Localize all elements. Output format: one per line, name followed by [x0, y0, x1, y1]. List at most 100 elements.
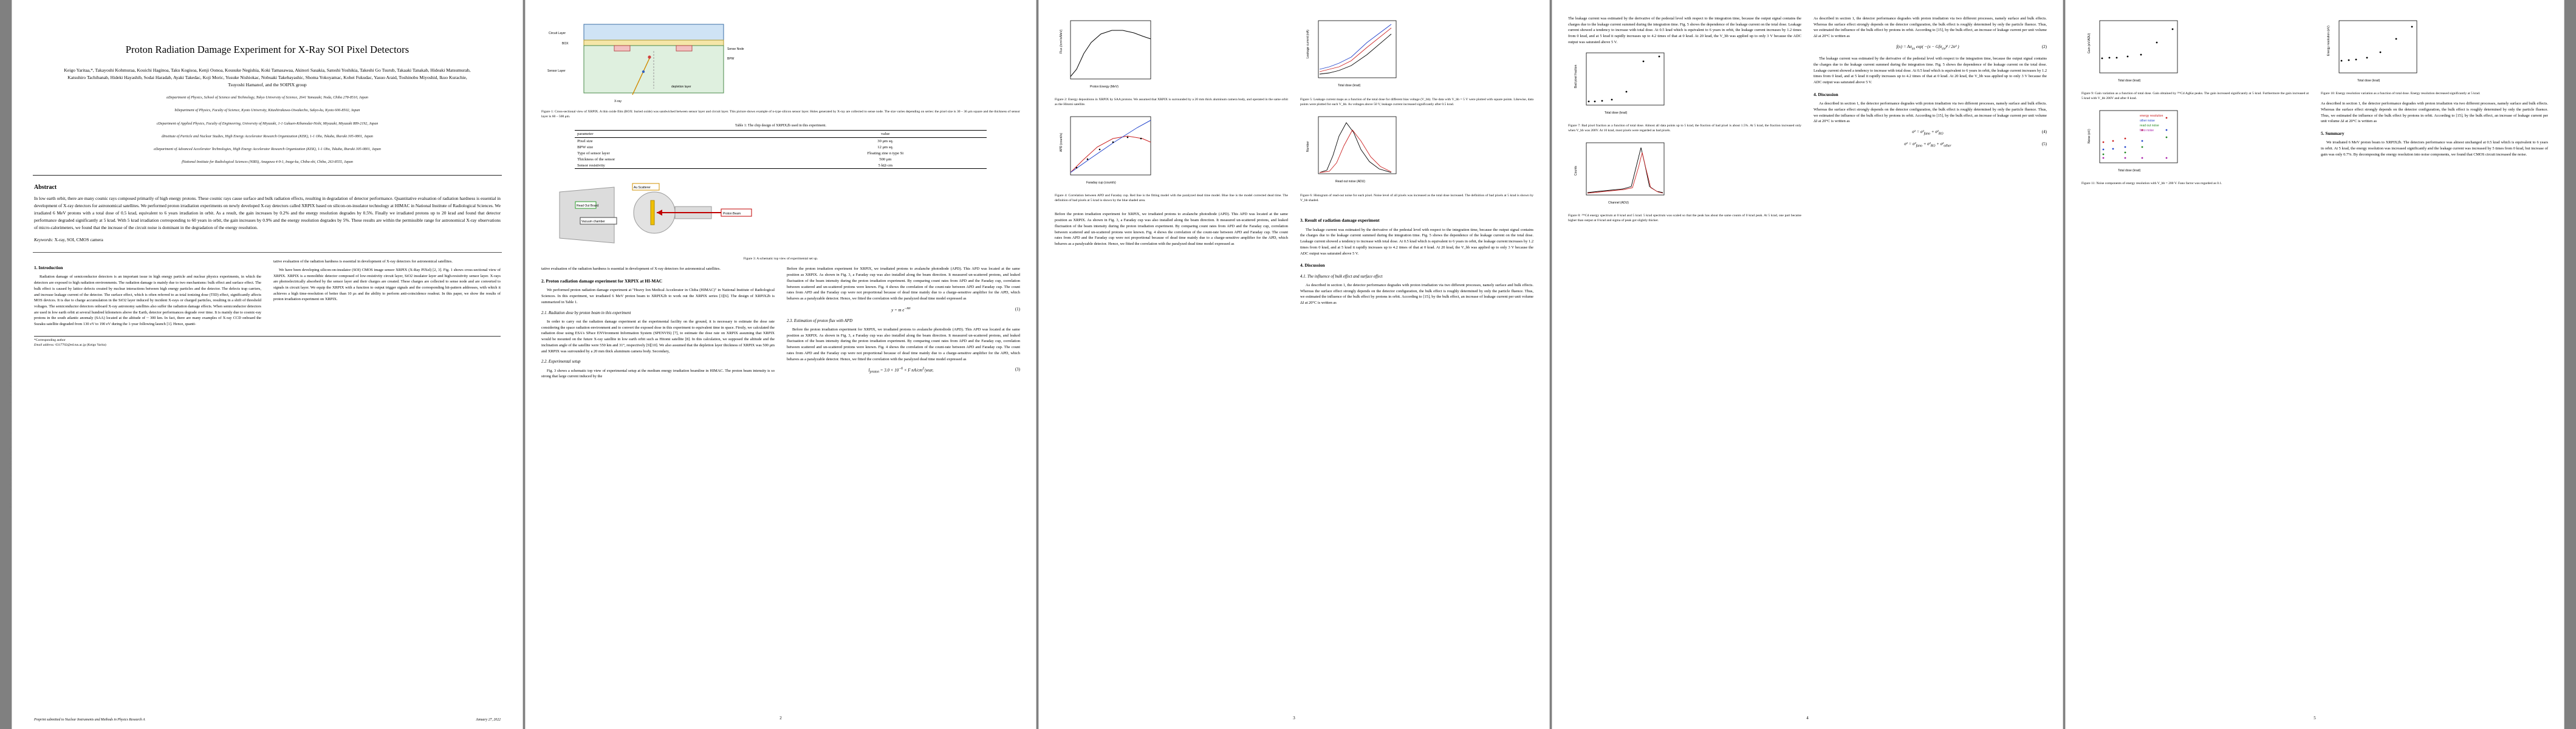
figure-4-caption: Figure 4: Correlation between APD and Fa…	[1055, 194, 1288, 203]
figure-1-label-circuit: Circuit Layer	[549, 32, 566, 35]
page-1: Proton Radiation Damage Experiment for X…	[12, 0, 522, 729]
column-left-text: Before the proton irradiation experiment…	[1055, 211, 1288, 308]
abstract-divider	[33, 175, 502, 176]
email-value: 6317702@ed.tus.ac.jp (Keigo Yarita)	[55, 343, 106, 347]
section-5-heading: 5. Summary	[2321, 131, 2345, 137]
figure-3: Read Out Board Vacuum chamber Au Scatter…	[541, 175, 1020, 255]
table-1-caption: Table 1: The chip design of XRPIX2b used…	[735, 124, 826, 128]
email-note: Email address: 6317702@ed.tus.ac.jp (Kei…	[34, 343, 501, 348]
page3-text-columns: Before the proton irradiation experiment…	[1055, 211, 1533, 308]
figure-1-caption: Figure 1: Cross-sectional view of XRPIX.…	[541, 110, 1020, 119]
table-1-col-parameter: parameter	[575, 130, 784, 139]
figure-11-legend-2: read out noise	[2140, 124, 2159, 128]
figure-3-diagram: Read Out Board Vacuum chamber Au Scatter…	[559, 183, 752, 244]
page-4: The leakage current was estimated by the…	[1552, 0, 2063, 729]
table-cell-value: 500 μm	[879, 157, 892, 162]
author-list: Keigo Yaritaa,*, Takayoshi Kohmuraa, Kou…	[64, 67, 471, 87]
table-row: Sensor resistivity 5 kΩ·cm	[575, 162, 987, 169]
figure-10-ylabel: Energy resolution (eV)	[2327, 26, 2331, 56]
column-left: tative evaluation of the radiation hardn…	[541, 266, 775, 382]
section-2-2-paragraph: Fig. 3 shows a schematic top view of exp…	[541, 368, 775, 379]
figure-3-caption: Figure 3: A schematic top view of experi…	[743, 257, 818, 261]
abstract-end-divider	[33, 252, 502, 253]
section-5-paragraph: We irradiated 6 MeV proton beam to XRPIX…	[2321, 140, 2548, 157]
figure-6-ylabel: Number	[1306, 141, 1310, 152]
figure-3-label-beam: Proton Beam	[723, 212, 741, 216]
keywords-line: Keywords: X-ray, SOI, CMOS camera	[34, 237, 501, 242]
column-right: Before the proton irradiation experiment…	[787, 266, 1020, 382]
page-title: Proton Radiation Damage Experiment for X…	[125, 44, 409, 55]
page-number-3: 3	[1293, 716, 1295, 720]
table-cell-value: 12 μm sq.	[877, 145, 894, 149]
figure-2-xlabel: Proton Energy (MeV)	[1090, 85, 1118, 89]
keywords-label: Keywords:	[34, 237, 53, 243]
figure-10-plot: Total dose (krad) Energy resolution (eV)	[2327, 20, 2417, 83]
figure-3-label-readout: Read Out Board	[577, 204, 598, 208]
figure-11-caption: Figure 11: Noise components of energy re…	[2081, 182, 2222, 186]
section-2-3-heading: 2.3. Estimation of proton flux with APD	[787, 318, 852, 323]
affiliation-1: aDepartment of Physics, School of Scienc…	[166, 96, 368, 100]
preprint-left: Preprint submitted to Nuclear Instrument…	[34, 718, 145, 722]
figure-3-label-scatterer: Au Scatterer	[634, 186, 651, 190]
figure-10-caption: Figure 10: Energy resolution variation a…	[2321, 92, 2481, 95]
figure-9-ylabel: Gain (eV/ADU)	[2088, 33, 2091, 53]
section-1-paragraph-2: tative evaluation of the radiation hardn…	[273, 259, 453, 264]
figure-2-plot: Proton Energy (MeV) Flux (/cm²/s/MeV)	[1060, 20, 1151, 89]
page3-columns: Proton Energy (MeV) Flux (/cm²/s/MeV) Fi…	[1055, 16, 1533, 208]
figure-1-diagram: Circuit Layer BOX Sensor Layer Sense Nod…	[547, 24, 744, 103]
figure-8-plot: Channel (ADU) Counts	[1574, 142, 1665, 205]
equation-2b: f(x) = Aσex exp( −(x − Gfσex)² / 2σ² ) (…	[1896, 44, 2047, 51]
page4-paragraph-3: The leakage current was estimated by the…	[1814, 56, 2047, 85]
section-3-paragraph: The leakage current was estimated by the…	[1300, 227, 1534, 256]
table-row: Pixel size 30 μm sq.	[575, 138, 987, 145]
figure-5-plot: Total dose (krad) Leakage current (nA)	[1306, 20, 1397, 87]
figure-8-xlabel: Channel (ADU)	[1608, 201, 1629, 205]
page3-paragraph-1: Before the proton irradiation experiment…	[1055, 212, 1288, 247]
equation-2: Iproton = 3.0 × 10−6 × F nA/cm2/year, (3…	[868, 367, 1020, 375]
section-2-1-paragraph: In order to carry out the radiation dama…	[541, 319, 775, 354]
section-1-paragraph-3: We have been developing silicon-on-insul…	[273, 267, 501, 302]
email-label: Email address:	[34, 343, 55, 347]
figure-4-ylabel: APD (count/s)	[1060, 133, 1063, 152]
table-row: BPW size 12 μm sq.	[575, 144, 987, 150]
section-2-paragraph: We performed proton radiation damage exp…	[541, 288, 775, 304]
figure-1-label-box: BOX	[562, 42, 569, 46]
keywords-value: X-ray, SOI, CMOS camera	[54, 237, 103, 243]
affiliation-2: bDepartment of Physics, Faculty of Scien…	[174, 109, 360, 113]
page4-paragraph-1: The leakage current was estimated by the…	[1568, 16, 1801, 44]
preprint-right: January 27, 2022	[476, 718, 501, 722]
figure-9-xlabel: Total dose (krad)	[2118, 79, 2141, 83]
figure-1-label-bpw: BPW	[727, 57, 735, 61]
figure-5-xlabel: Total dose (krad)	[1338, 84, 1361, 87]
figure-2-ylabel: Flux (/cm²/s/MeV)	[1060, 29, 1063, 53]
section-4-heading: 4. Discussion	[1300, 262, 1325, 269]
figure-6-xlabel: Read out noise (ADU)	[1335, 180, 1365, 183]
figure-7-plot: Total dose (krad) Bad pixel fraction	[1574, 52, 1665, 115]
page2-lead: tative evaluation of the radiation hardn…	[541, 267, 721, 272]
section-4-discussion: 4. Discussion	[1814, 91, 1838, 97]
figure-7-ylabel: Bad pixel fraction	[1574, 64, 1578, 88]
table-cell-param: BPW size	[577, 145, 594, 149]
page1-columns: 1. Introduction Radiation damage of semi…	[34, 259, 501, 330]
affiliation-5: eDepartment of Advanced Accelerator Tech…	[154, 147, 381, 151]
page-number-2: 2	[779, 716, 782, 720]
figure-11-legend-1: other noise	[2140, 119, 2155, 123]
column-left: The leakage current was estimated by the…	[1568, 16, 1801, 228]
figure-11-plot: energy resolution other noise read out n…	[2088, 110, 2178, 173]
column-right: As described in section 1, the detector …	[1814, 16, 2047, 228]
figure-1-label-sensor: Sensor Layer	[547, 69, 566, 73]
column-right: tative evaluation of the radiation hardn…	[273, 259, 501, 330]
column-right-text: 3. Result of radiation damage experiment…	[1300, 211, 1533, 308]
section-4-1-paragraph: As described in section 1, the detector …	[1300, 282, 1533, 306]
figure-1-label-depletion: depletion layer	[671, 85, 691, 89]
section-4-1-heading: 4.1. The influence of bulk effect and su…	[1300, 274, 1383, 279]
table-1-col-value: value	[784, 130, 987, 139]
footnote-block: *Corresponding author Email address: 631…	[34, 335, 501, 348]
column-left: Proton Energy (MeV) Flux (/cm²/s/MeV) Fi…	[1055, 16, 1288, 208]
page5-paragraph-1: As described in section 1, the detector …	[2321, 101, 2548, 124]
page2-columns: tative evaluation of the radiation hardn…	[541, 266, 1020, 382]
figure-7-caption: Figure 7: Bad pixel fraction as a functi…	[1568, 123, 1801, 132]
table-cell-value: 5 kΩ·cm	[784, 162, 987, 169]
table-row: Thickness of the sensor 500 μm	[575, 156, 987, 162]
figure-11-legend-0: energy resolution	[2140, 114, 2163, 118]
